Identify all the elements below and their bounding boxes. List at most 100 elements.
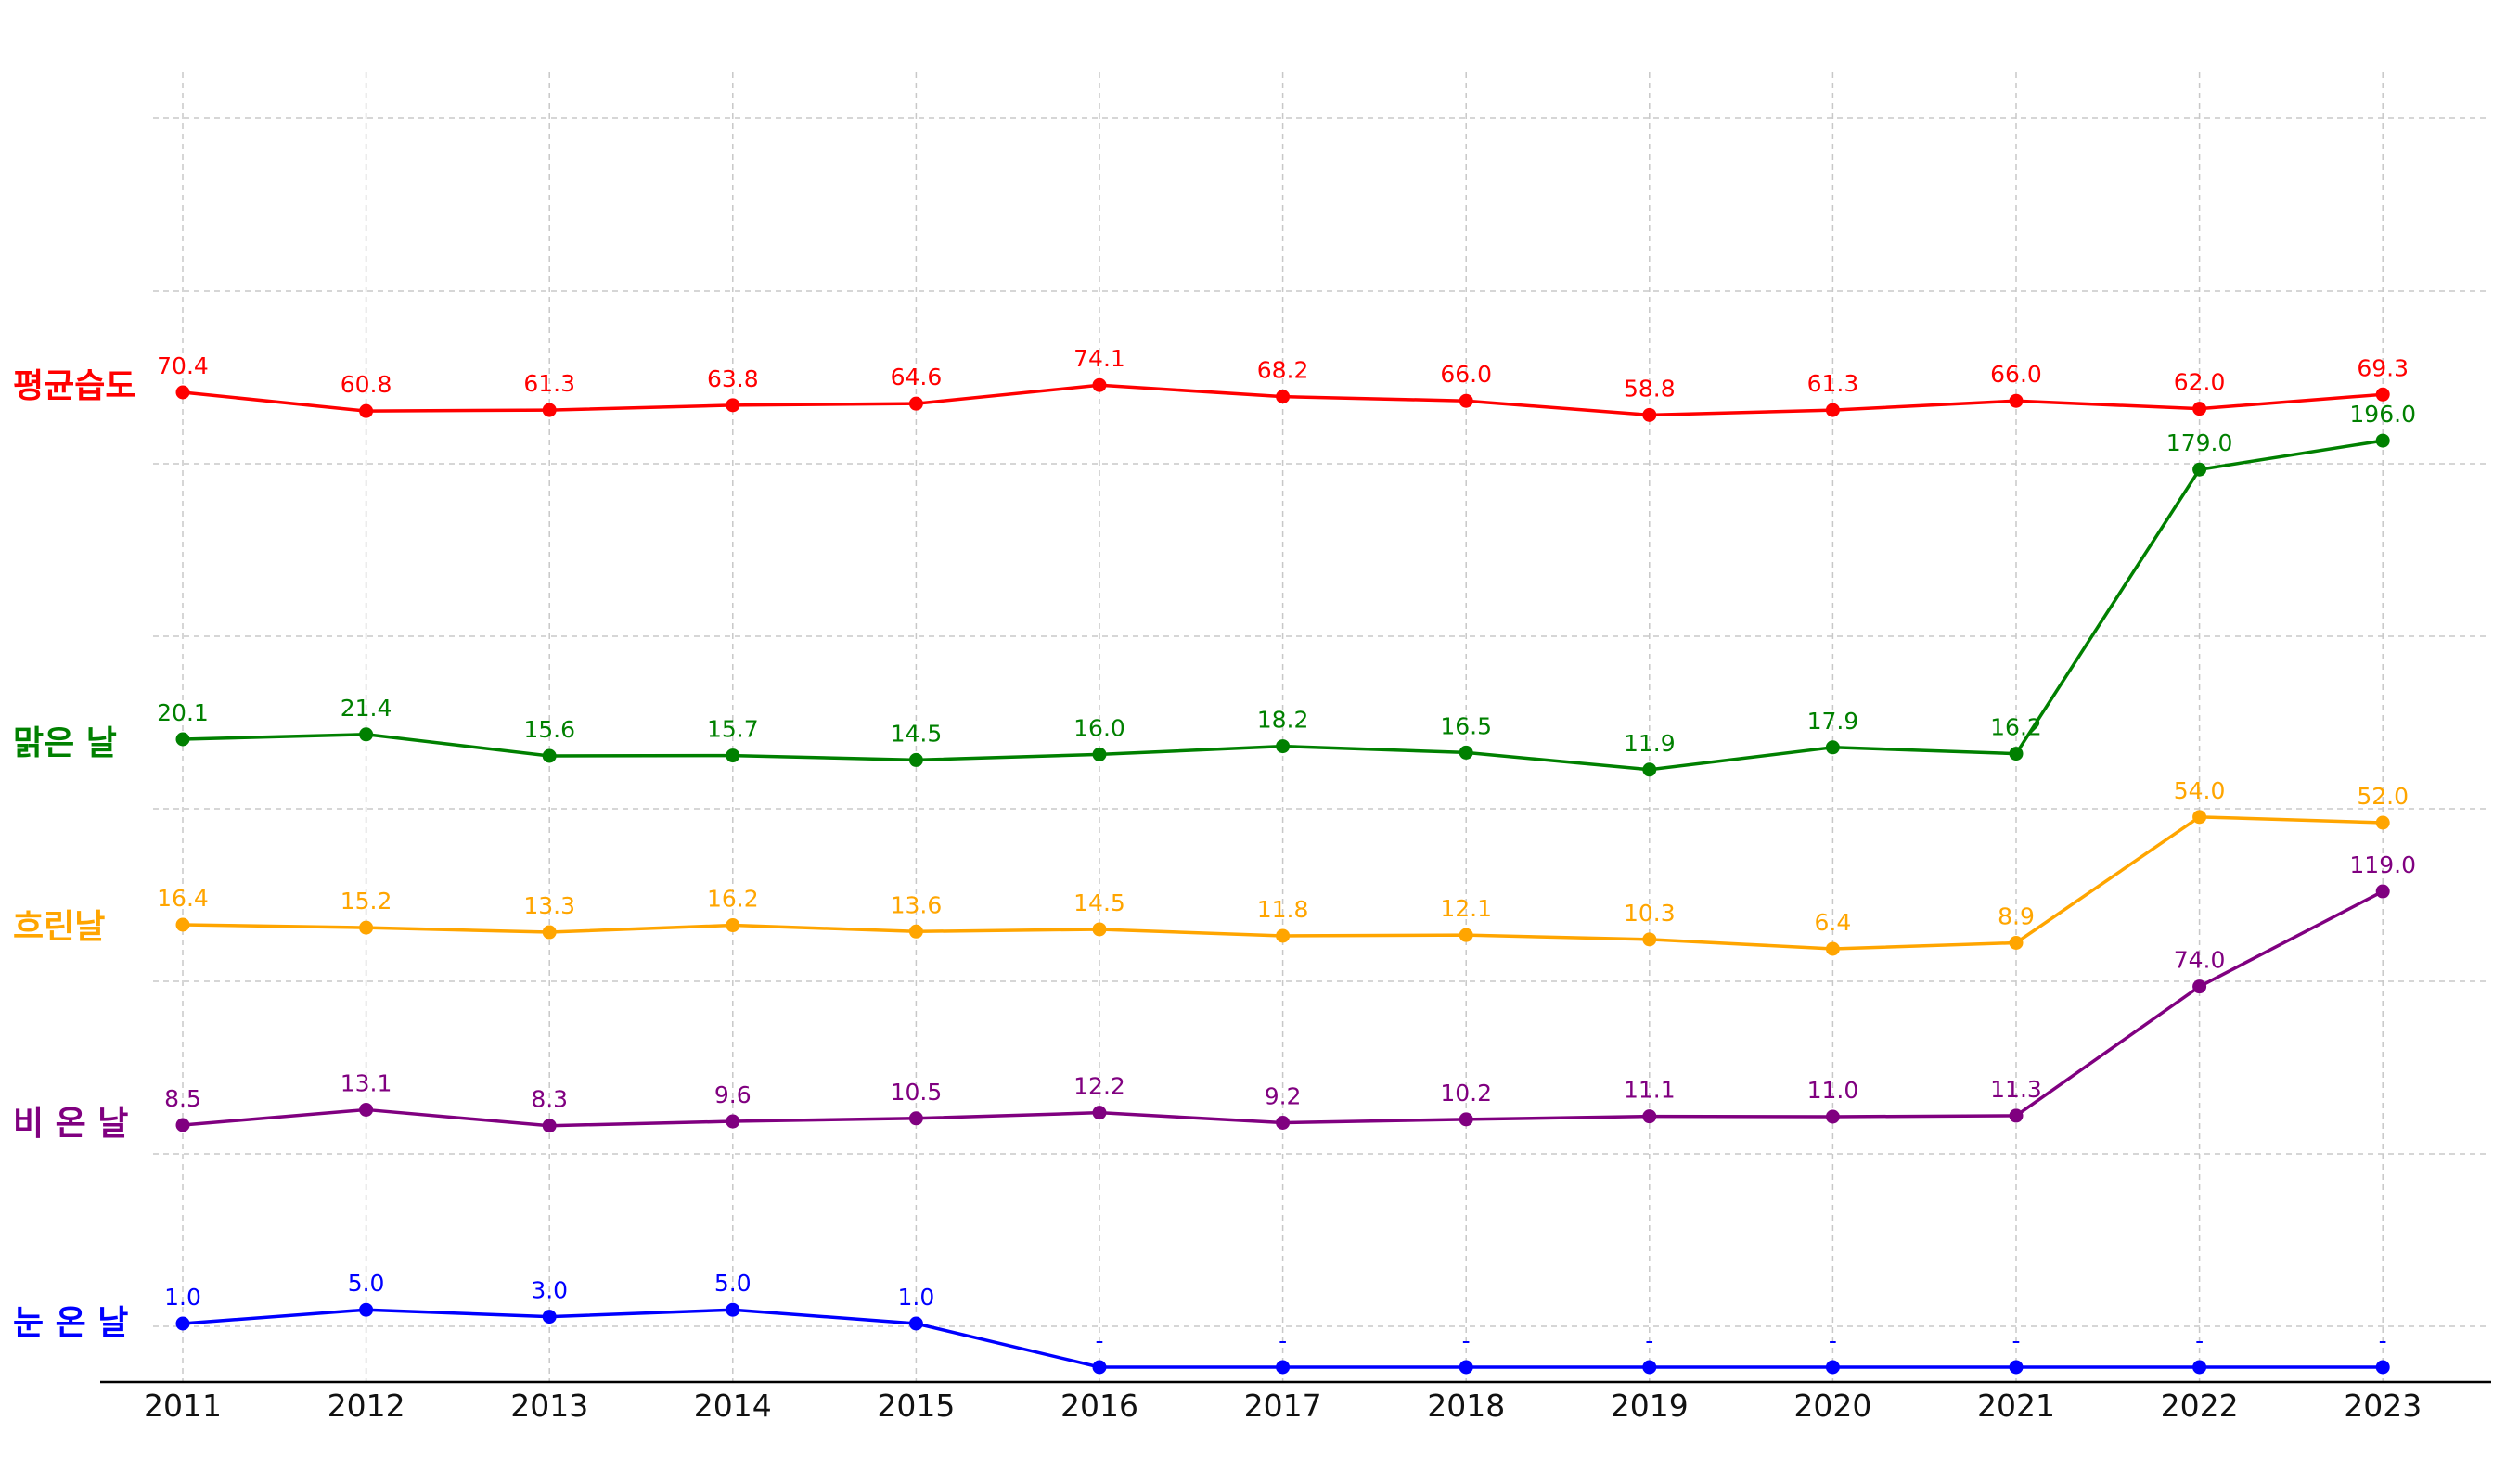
x-tick-label: 2015 (877, 1388, 955, 1424)
data-label: - (2011, 1327, 2020, 1354)
x-tick-label: 2014 (694, 1388, 772, 1424)
data-label: 11.9 (1624, 730, 1676, 757)
data-label: 16.2 (707, 886, 759, 913)
data-point (359, 727, 374, 742)
series-0: 70.4 60.8 61.3 63.8 64.6 74.1 68.2 66.0 58.8 61.3… (157, 345, 2409, 422)
data-point (2375, 387, 2390, 402)
data-label: 69.3 (2357, 354, 2409, 381)
data-point (1642, 1360, 1657, 1375)
data-point (2375, 884, 2390, 899)
data-point (1092, 922, 1107, 937)
data-point (542, 403, 557, 417)
data-point (1092, 1106, 1107, 1120)
data-point (726, 1114, 740, 1129)
series-3: 8.5 13.1 8.3 9.6 10.5 12.2 9.2 10.2 11.1 11.0 11.3… (164, 851, 2416, 1133)
data-label: 15.6 (523, 716, 575, 743)
data-label: 66.0 (1440, 361, 1492, 388)
data-point (542, 748, 557, 763)
data-point (1276, 739, 1291, 754)
x-tick-label: 2020 (1793, 1388, 1871, 1424)
x-tick-label: 2023 (2344, 1388, 2422, 1424)
data-point (2009, 936, 2024, 950)
x-tick-label: 2013 (510, 1388, 588, 1424)
data-label: 16.0 (1073, 714, 1125, 741)
data-point (359, 920, 374, 935)
data-label: 15.2 (341, 888, 392, 915)
series-name-label: 흐린날 (13, 908, 105, 946)
data-point (1825, 740, 1840, 755)
data-label: 3.0 (531, 1277, 568, 1304)
data-point (1276, 390, 1291, 404)
data-point (726, 398, 740, 413)
data-point (2192, 810, 2207, 825)
data-point (175, 1316, 190, 1331)
data-label: 60.8 (341, 371, 392, 398)
data-label: 58.8 (1624, 375, 1676, 402)
data-point (1276, 1360, 1291, 1375)
data-label: 52.0 (2357, 783, 2409, 810)
data-point (1459, 393, 1473, 408)
data-point (908, 1316, 923, 1331)
data-label: 11.8 (1257, 896, 1309, 923)
data-point (1459, 745, 1473, 760)
data-point (175, 732, 190, 747)
series-name-label: 눈 온 날 (13, 1304, 128, 1342)
x-tick-label: 2019 (1611, 1388, 1689, 1424)
data-label: 61.3 (1807, 370, 1859, 397)
data-label: 20.1 (157, 699, 209, 726)
data-label: 12.1 (1440, 895, 1492, 922)
data-label: - (1645, 1327, 1653, 1354)
x-tick-label: 2018 (1427, 1388, 1505, 1424)
data-point (2009, 393, 2024, 408)
data-point (2009, 747, 2024, 761)
data-point (1276, 928, 1291, 943)
series-name-label: 평균습도 (13, 367, 135, 405)
data-label: 16.5 (1440, 712, 1492, 739)
data-point (542, 1119, 557, 1133)
data-label: 12.2 (1073, 1073, 1125, 1100)
data-point (542, 925, 557, 940)
series-2: 16.4 15.2 13.3 16.2 13.6 14.5 11.8 12.1 10.3 6.4 8… (157, 777, 2409, 956)
data-point (726, 918, 740, 933)
data-label: 14.5 (1073, 889, 1125, 916)
series-name-label: 비 온 날 (13, 1105, 128, 1143)
data-point (1092, 747, 1107, 761)
data-label: 62.0 (2174, 369, 2226, 396)
data-label: 21.4 (341, 695, 392, 722)
data-label: 17.9 (1807, 708, 1859, 735)
data-label: 13.3 (523, 892, 575, 919)
data-label: 196.0 (2349, 401, 2416, 428)
data-label: 68.2 (1257, 357, 1309, 384)
data-point (1092, 1360, 1107, 1375)
data-label: 8.9 (1998, 903, 2035, 930)
data-point (2009, 1108, 2024, 1123)
data-point (1642, 1109, 1657, 1124)
data-point (1642, 407, 1657, 422)
data-label: - (2379, 1327, 2387, 1354)
x-tick-label: 2022 (2161, 1388, 2239, 1424)
data-point (2009, 1360, 2024, 1375)
data-label: 10.3 (1624, 900, 1676, 927)
x-tick-label: 2017 (1244, 1388, 1322, 1424)
data-label: 8.3 (531, 1086, 568, 1113)
data-label: 5.0 (714, 1270, 752, 1297)
data-label: 74.1 (1073, 345, 1125, 372)
data-label: 1.0 (164, 1284, 201, 1311)
data-label: 10.5 (891, 1079, 943, 1106)
data-label: 16.4 (157, 885, 209, 912)
data-label: 11.3 (1990, 1076, 2042, 1103)
data-point (726, 1302, 740, 1317)
data-point (359, 1302, 374, 1317)
data-point (175, 385, 190, 400)
data-label: 1.0 (898, 1284, 935, 1311)
data-point (359, 403, 374, 418)
data-label: 16.2 (1990, 714, 2042, 741)
data-label: - (2195, 1327, 2204, 1354)
data-point (1642, 762, 1657, 777)
data-point (2375, 815, 2390, 830)
data-label: 70.4 (157, 352, 209, 379)
data-point (908, 924, 923, 939)
data-point (2192, 462, 2207, 477)
